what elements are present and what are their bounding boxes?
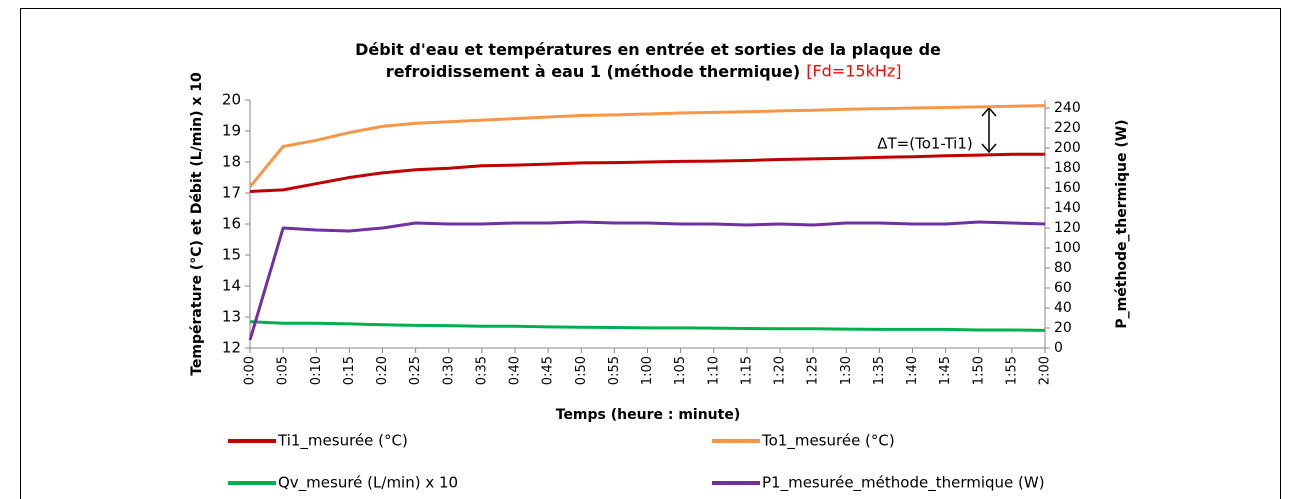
x-tick-label: 1:50 <box>971 356 986 385</box>
y2-tick-label: 200 <box>1054 140 1081 156</box>
x-tick-label: 0:10 <box>309 356 324 385</box>
chart-title: Débit d'eau et températures en entrée et… <box>355 40 941 81</box>
y-tick-label: 14 <box>222 277 241 295</box>
x-tick-label: 0:35 <box>474 356 489 385</box>
y2-tick-label: 60 <box>1054 280 1072 296</box>
data-line <box>248 220 1046 341</box>
x-tick-label: 1:30 <box>839 356 854 385</box>
x-tick-label: 0:50 <box>574 356 589 385</box>
x-tick-label: 1:00 <box>640 356 655 385</box>
y-axis-label: Température (°C) et Débit (L/min) x 10 <box>189 72 205 376</box>
y-tick-label: 17 <box>222 184 241 202</box>
annotation: ΔT=(To1-Ti1) <box>877 135 972 153</box>
y-tick-label: 15 <box>222 246 241 264</box>
y2-tick-label: 220 <box>1054 120 1081 136</box>
x-tick-label: 0:45 <box>541 356 556 385</box>
x-tick-label: 1:20 <box>773 356 788 385</box>
chart-title-note: [Fd=15kHz] <box>806 62 901 81</box>
y-tick-label: 18 <box>222 153 241 171</box>
y2-tick-label: 180 <box>1054 160 1081 176</box>
x-tick-label: 0:30 <box>441 356 456 385</box>
data-line <box>249 152 1045 193</box>
x-tick-label: 1:45 <box>938 356 953 385</box>
y2-tick-label: 240 <box>1054 100 1081 116</box>
legend-label: To1_mesurée (°C) <box>761 432 895 451</box>
x-tick-label: 0:25 <box>408 356 423 385</box>
y2-axis-label: P_méthode_thermique (W) <box>1114 119 1130 328</box>
y2-tick-label: 20 <box>1054 320 1072 336</box>
x-tick-label: 1:40 <box>905 356 920 385</box>
x-tick-label: 2:00 <box>1038 356 1053 385</box>
y2-tick-label: 0 <box>1054 340 1063 356</box>
x-tick-label: 1:55 <box>1004 356 1019 385</box>
data-line <box>249 320 1046 332</box>
legend-label: P1_mesurée_méthode_thermique (W) <box>762 474 1045 493</box>
y2-tick-label: 100 <box>1054 240 1081 256</box>
y-tick-label: 12 <box>222 339 241 357</box>
chart-frame <box>20 8 1281 499</box>
y-tick-label: 20 <box>222 91 241 109</box>
x-tick-label: 0:40 <box>508 356 523 385</box>
x-tick-label: 1:35 <box>872 356 887 385</box>
x-tick-label: 1:25 <box>806 356 821 385</box>
y-tick-label: 19 <box>222 122 241 140</box>
y2-tick-label: 140 <box>1054 200 1081 216</box>
y-tick-label: 16 <box>222 215 241 233</box>
x-axis-label: Temps (heure : minute) <box>556 407 740 423</box>
y2-tick-label: 80 <box>1054 260 1072 276</box>
y2-tick-label: 120 <box>1054 220 1081 236</box>
legend-label: Qv_mesuré (L/min) x 10 <box>278 474 458 493</box>
data-line <box>248 104 1046 188</box>
x-tick-label: 0:00 <box>243 356 258 385</box>
x-tick-label: 1:10 <box>706 356 721 385</box>
x-tick-label: 1:15 <box>739 356 754 385</box>
y-tick-label: 13 <box>222 308 241 326</box>
x-tick-label: 0:20 <box>375 356 390 385</box>
x-tick-label: 0:05 <box>276 356 291 385</box>
x-tick-label: 0:55 <box>607 356 622 385</box>
legend-label: Ti1_mesurée (°C) <box>277 432 408 451</box>
x-tick-label: 1:05 <box>673 356 688 385</box>
y2-tick-label: 40 <box>1054 300 1072 316</box>
y2-tick-label: 160 <box>1054 180 1081 196</box>
x-tick-label: 0:15 <box>342 356 357 385</box>
